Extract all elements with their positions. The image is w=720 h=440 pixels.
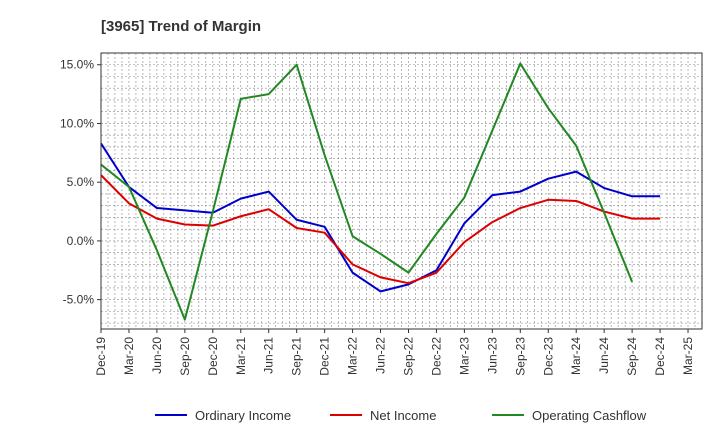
x-tick-label: Dec-21 [318,337,332,376]
x-tick-label: Jun-21 [262,337,276,374]
series-line-operating-cashflow [100,62,634,321]
x-tick-label: Dec-22 [429,337,443,376]
x-tick-label: Mar-23 [457,337,471,375]
x-tick-label: Mar-21 [234,337,248,375]
series-lines [100,62,661,321]
x-tick-label: Sep-23 [513,337,527,376]
chart-title: [3965] Trend of Margin [101,18,261,35]
legend: Ordinary Income Net Income Operating Cashf… [155,408,647,423]
plot-frame [100,52,703,330]
x-tick-label: Mar-22 [346,337,360,375]
y-axis-tick-labels: 15.0% 10.0% 5.0% 0.0% -5.0% [60,58,101,307]
x-tick-label: Jun-20 [150,337,164,374]
legend-label: Ordinary Income [195,408,291,423]
y-tick-label: 15.0% [60,58,94,72]
x-tick-label: Sep-20 [178,337,192,376]
horizontal-gridlines [101,64,702,324]
x-tick-label: Sep-21 [290,337,304,376]
x-tick-label: Mar-20 [122,337,136,375]
y-tick-label: 10.0% [60,116,94,130]
x-tick-label: Mar-25 [681,337,695,375]
y-tick-label: 0.0% [67,234,95,248]
plot-area [100,52,703,330]
y-tick-label: -5.0% [63,293,95,307]
x-tick-label: Dec-19 [94,337,108,376]
legend-label: Operating Cashflow [532,408,647,423]
legend-label: Net Income [370,408,436,423]
x-tick-label: Jun-22 [374,337,388,374]
x-tick-label: Jun-23 [485,337,499,374]
x-axis-tick-labels: Dec-19 Mar-20 Jun-20 Sep-20 Dec-20 Mar-21 Jun-… [94,329,695,376]
x-tick-label: Sep-22 [401,337,415,376]
x-tick-label: Dec-20 [206,337,220,376]
x-tick-label: Sep-24 [625,337,639,376]
x-tick-label: Dec-24 [653,337,667,376]
x-tick-label: Mar-24 [569,337,583,375]
x-tick-label: Jun-24 [597,337,611,374]
y-tick-label: 5.0% [67,175,95,189]
series-line-net-income [100,174,661,285]
series-line-ordinary-income [100,142,661,293]
x-tick-label: Dec-23 [541,337,555,376]
